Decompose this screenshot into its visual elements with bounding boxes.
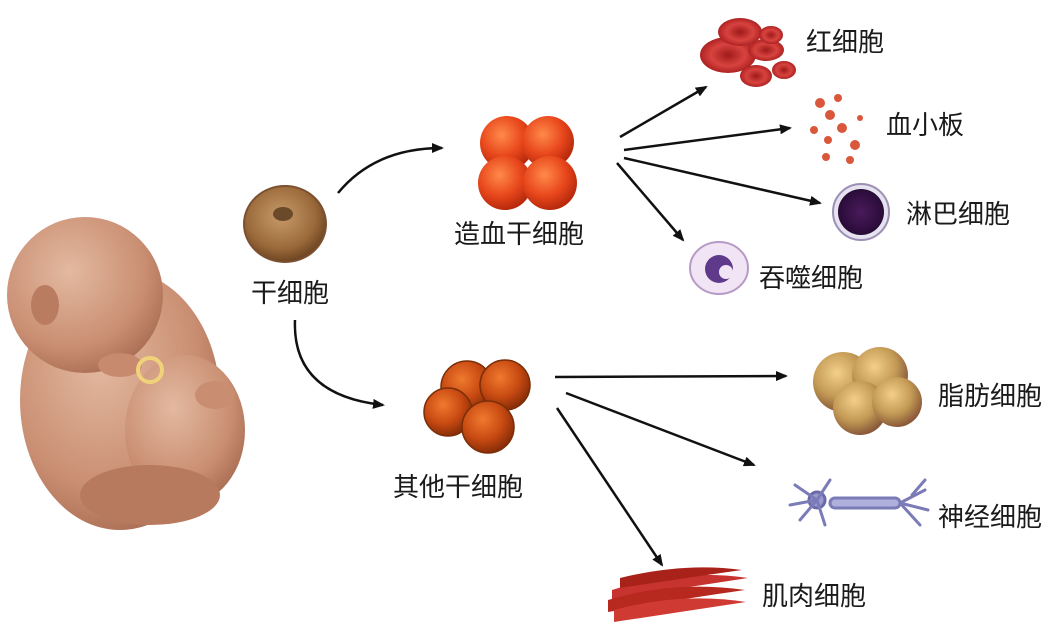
muscle-cell-image	[608, 567, 748, 622]
arrow-other-to-fat	[554, 371, 788, 382]
label-red-blood-cell: 红细胞	[806, 28, 885, 58]
lymphocyte-image	[832, 183, 890, 241]
label-platelet: 血小板	[886, 111, 965, 141]
fetus-illustration	[7, 217, 245, 530]
platelet-image	[810, 94, 863, 164]
arrows	[293, 85, 822, 567]
label-fat-cell: 脂肪细胞	[938, 382, 1043, 412]
red-blood-cell-image	[700, 18, 796, 87]
arrow-other-to-nerve	[565, 391, 756, 467]
arrow-hsc-to-platelet	[623, 124, 792, 152]
label-hematopoietic-stem-cell: 造血干细胞	[454, 220, 585, 250]
label-stem-cell: 干细胞	[251, 279, 330, 309]
arrow-stem-to-hsc	[337, 143, 444, 194]
label-macrophage: 吞噬细胞	[759, 264, 864, 294]
stem-cell-image	[243, 185, 327, 263]
label-muscle-cell: 肌肉细胞	[762, 582, 867, 612]
label-lymphocyte: 淋巴细胞	[906, 200, 1011, 230]
arrow-hsc-to-lymphocyte	[623, 156, 822, 206]
fat-cell-image	[813, 347, 922, 435]
nerve-cell-image	[788, 478, 930, 527]
arrow-hsc-to-macrophage	[616, 162, 685, 242]
hematopoietic-stem-cell-image	[478, 116, 577, 210]
arrow-stem-to-other	[293, 319, 385, 409]
label-other-stem-cell: 其他干细胞	[393, 473, 524, 503]
macrophage-image	[689, 241, 749, 295]
arrow-hsc-to-rbc	[619, 85, 708, 139]
other-stem-cell-image	[423, 359, 531, 454]
label-nerve-cell: 神经细胞	[938, 503, 1043, 533]
arrow-other-to-muscle	[555, 407, 664, 567]
